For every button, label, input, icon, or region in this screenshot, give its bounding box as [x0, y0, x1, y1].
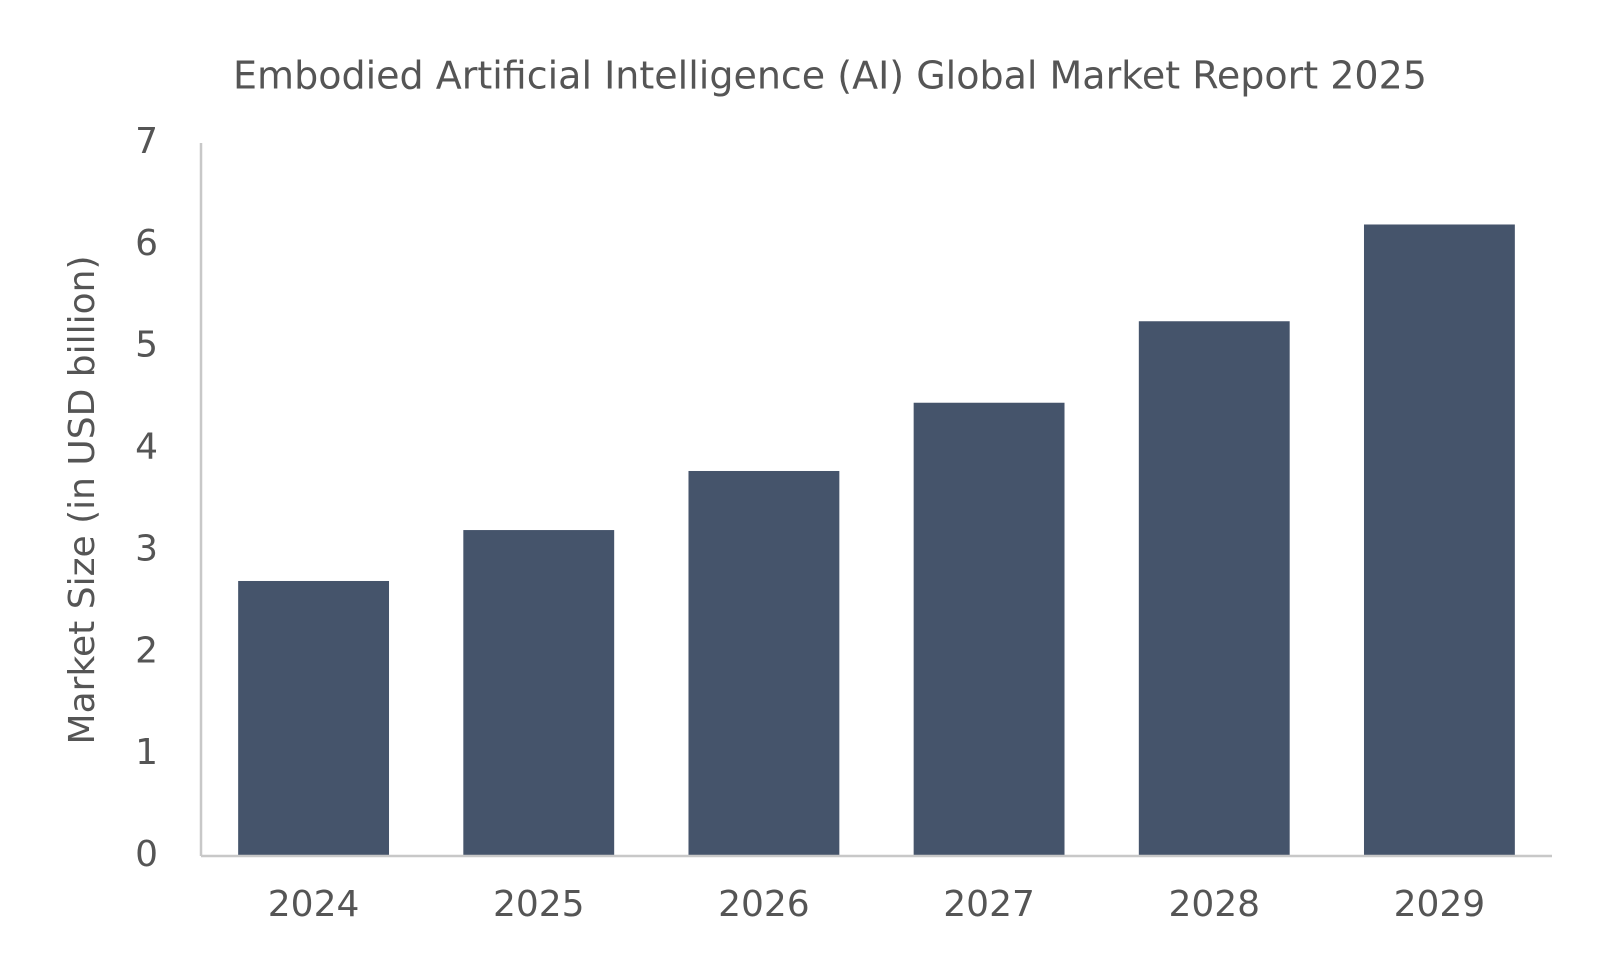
- x-tick-label: 2025: [493, 884, 585, 925]
- y-tick-label: 7: [135, 121, 158, 162]
- bar: [463, 530, 615, 856]
- bar: [1363, 224, 1515, 856]
- y-tick-label: 0: [135, 834, 158, 875]
- y-tick-label: 4: [135, 427, 158, 468]
- bar: [238, 580, 390, 856]
- x-tick-label: 2029: [1394, 884, 1486, 925]
- y-tick-label: 3: [135, 528, 158, 569]
- bar: [913, 402, 1065, 856]
- x-tick-label: 2028: [1168, 884, 1260, 925]
- chart-title: Embodied Artificial Intelligence (AI) Gl…: [233, 54, 1427, 98]
- y-tick-label: 5: [135, 325, 158, 366]
- bar: [1138, 321, 1290, 856]
- x-tick-label: 2024: [268, 884, 360, 925]
- y-axis-title: Market Size (in USD billion): [62, 256, 103, 745]
- x-tick-label: 2026: [718, 884, 810, 925]
- y-tick-label: 1: [135, 732, 158, 773]
- bar: [688, 470, 840, 856]
- x-tick-label: 2027: [943, 884, 1035, 925]
- y-tick-label: 6: [135, 223, 158, 264]
- y-tick-label: 2: [135, 630, 158, 671]
